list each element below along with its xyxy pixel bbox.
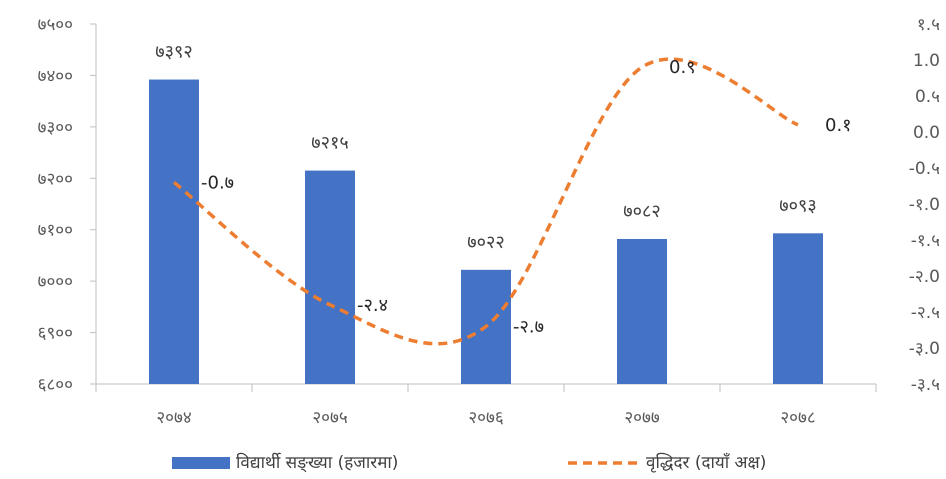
right-axis-tick-label: -२.0: [909, 267, 940, 287]
right-axis-tick-label: -३.५: [911, 375, 940, 395]
left-axis-tick-label: ७२००: [38, 169, 73, 189]
left-axis-tick-label: ६९००: [38, 324, 73, 344]
x-axis-tick-label: २०७६: [468, 408, 504, 428]
x-axis-tick-label: २०७७: [624, 408, 660, 428]
x-axis-tick-label: २०७८: [780, 408, 815, 428]
bar: [773, 233, 823, 384]
right-axis-tick-label: -१.५: [911, 231, 940, 251]
bar-data-label: ७०९३: [779, 195, 816, 216]
bar-data-label: ७३९२: [155, 42, 192, 63]
bar-data-label: ७२१५: [311, 133, 348, 154]
bar: [305, 170, 355, 384]
right-axis-tick-label: 0.५: [915, 87, 940, 107]
line-data-label: -२.४: [357, 295, 388, 316]
line-data-label: -0.७: [201, 172, 234, 193]
x-axis-tick-label: २०७४: [156, 408, 191, 428]
bar-data-label: ७०२२: [467, 232, 504, 253]
left-axis-tick-label: ६८००: [38, 375, 73, 395]
left-axis-tick-label: ७५००: [38, 15, 73, 35]
bar: [617, 238, 667, 384]
bar: [149, 79, 199, 385]
legend-line-label: वृद्धिदर (दायाँ अक्ष): [646, 452, 766, 473]
left-axis-tick-label: ७४००: [38, 66, 73, 86]
right-axis-tick-label: -३.0: [909, 339, 940, 359]
left-axis-tick-label: ७०००: [38, 272, 73, 292]
line-data-label: 0.९: [669, 57, 696, 78]
legend-bar-label: विद्यार्थी सङ्ख्या (हजारमा): [236, 452, 398, 473]
line-data-label: 0.१: [825, 115, 852, 136]
right-axis-tick-label: 1.0: [913, 51, 940, 71]
left-axis-tick-label: ७३००: [38, 118, 73, 138]
line-data-label: -२.७: [513, 316, 544, 337]
legend-bar-swatch: [172, 457, 230, 469]
right-axis-tick-label: -0.५: [909, 159, 940, 179]
left-axis-tick-label: ७१००: [38, 221, 73, 241]
bar-data-label: ७०८२: [623, 201, 660, 222]
growth-rate-line: [172, 57, 799, 346]
right-axis-tick-label: 0.0: [913, 123, 940, 143]
right-axis-tick-label: -१.0: [909, 195, 940, 215]
right-axis-tick-label: -२.५: [911, 303, 940, 323]
right-axis-tick-label: १.५: [917, 15, 940, 35]
x-axis-tick-label: २०७५: [312, 408, 347, 428]
